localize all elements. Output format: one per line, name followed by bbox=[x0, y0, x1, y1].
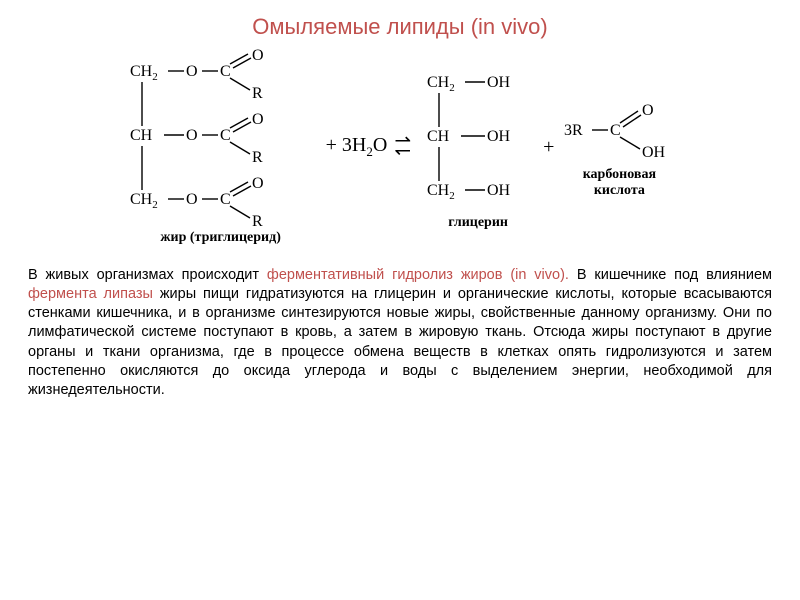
body-paragraph: В живых организмах происходит ферментати… bbox=[28, 266, 772, 400]
svg-text:O: O bbox=[186, 191, 198, 208]
svg-text:CH: CH bbox=[130, 127, 153, 144]
svg-text:O: O bbox=[252, 111, 264, 128]
reaction-diagram: CH2 CH CH2 O C O R O bbox=[28, 48, 772, 246]
slide: Омыляемые липиды (in vivo) CH2 CH CH2 O … bbox=[0, 0, 800, 600]
glycerol-svg: CH2 CH CH2 OH OH OH bbox=[423, 63, 533, 213]
svg-text:OH: OH bbox=[487, 182, 511, 199]
p2c: жиры пищи гидратизуются на глицерин и ор… bbox=[28, 286, 772, 398]
p2a: В кишечнике под влиянием bbox=[569, 267, 772, 283]
svg-text:CH: CH bbox=[427, 128, 450, 145]
svg-text:OH: OH bbox=[487, 74, 511, 91]
slide-title: Омыляемые липиды (in vivo) bbox=[28, 14, 772, 40]
acid-label: карбоновая кислота bbox=[583, 167, 656, 199]
svg-text:C: C bbox=[220, 63, 231, 80]
svg-text:OH: OH bbox=[487, 128, 511, 145]
svg-text:3R: 3R bbox=[564, 122, 583, 139]
p1b-accent: ферментативный гидролиз жиров (in vivo). bbox=[267, 267, 569, 283]
p2b-accent: фермента липазы bbox=[28, 286, 153, 302]
mol-triglyceride: CH2 CH CH2 O C O R O bbox=[126, 48, 316, 246]
svg-text:CH2: CH2 bbox=[427, 74, 455, 94]
svg-text:R: R bbox=[252, 149, 263, 166]
svg-text:CH2: CH2 bbox=[130, 191, 158, 211]
mol-acid: 3R C O OH карбоновая кислота bbox=[564, 95, 674, 199]
equilibrium-icon: ⇀ ↽ bbox=[394, 136, 411, 156]
plus-acid: + bbox=[543, 136, 554, 159]
glycerol-label: глицерин bbox=[448, 215, 508, 231]
mol-glycerol: CH2 CH CH2 OH OH OH глицерин bbox=[423, 63, 533, 231]
svg-text:R: R bbox=[252, 213, 263, 228]
svg-text:O: O bbox=[186, 63, 198, 80]
svg-text:O: O bbox=[252, 175, 264, 192]
svg-text:CH2: CH2 bbox=[130, 63, 158, 83]
triglyceride-svg: CH2 CH CH2 O C O R O bbox=[126, 48, 316, 228]
p1a: В живых организмах происходит bbox=[28, 267, 267, 283]
svg-text:O: O bbox=[186, 127, 198, 144]
svg-text:O: O bbox=[252, 48, 264, 64]
svg-text:CH2: CH2 bbox=[427, 182, 455, 202]
triglyceride-label: жир (триглицерид) bbox=[160, 230, 281, 246]
svg-text:C: C bbox=[220, 191, 231, 208]
acid-svg: 3R C O OH bbox=[564, 95, 674, 165]
svg-text:OH: OH bbox=[642, 144, 666, 161]
svg-text:O: O bbox=[642, 102, 654, 119]
plus-water-equil: + 3H2O ⇀ ↽ bbox=[326, 134, 413, 160]
svg-text:C: C bbox=[220, 127, 231, 144]
svg-text:R: R bbox=[252, 85, 263, 102]
svg-text:C: C bbox=[610, 122, 621, 139]
